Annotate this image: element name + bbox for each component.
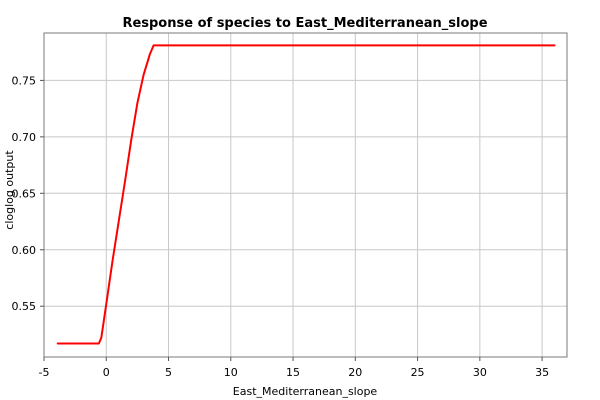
x-axis-label: East_Mediterranean_slope: [233, 385, 378, 398]
grid: [43, 33, 567, 357]
x-tick-label: 5: [165, 366, 172, 379]
x-tick-label: -5: [39, 366, 50, 379]
x-tick-label: 20: [348, 366, 362, 379]
x-tick-label: 25: [411, 366, 425, 379]
ticks: -5 0 5 10 15 20 25 30 35 0.55 0.60 0.65 0.70 0.75: [12, 74, 550, 379]
series-line: [56, 44, 556, 345]
x-tick-label: 10: [224, 366, 238, 379]
y-tick-label: 0.65: [12, 187, 37, 200]
x-tick-label: 35: [535, 366, 549, 379]
series-lines: [56, 44, 556, 345]
y-tick-label: 0.55: [12, 300, 37, 313]
x-tick-label: 0: [103, 366, 110, 379]
y-tick-label: 0.75: [12, 74, 37, 87]
x-tick-label: 30: [473, 366, 487, 379]
y-axis-label: cloglog output: [3, 150, 16, 230]
y-tick-label: 0.60: [12, 244, 37, 257]
chart-title: Response of species to East_Mediterranea…: [122, 16, 487, 31]
plot-area: [43, 32, 568, 358]
y-tick-label: 0.70: [12, 131, 37, 144]
x-tick-label: 15: [286, 366, 300, 379]
